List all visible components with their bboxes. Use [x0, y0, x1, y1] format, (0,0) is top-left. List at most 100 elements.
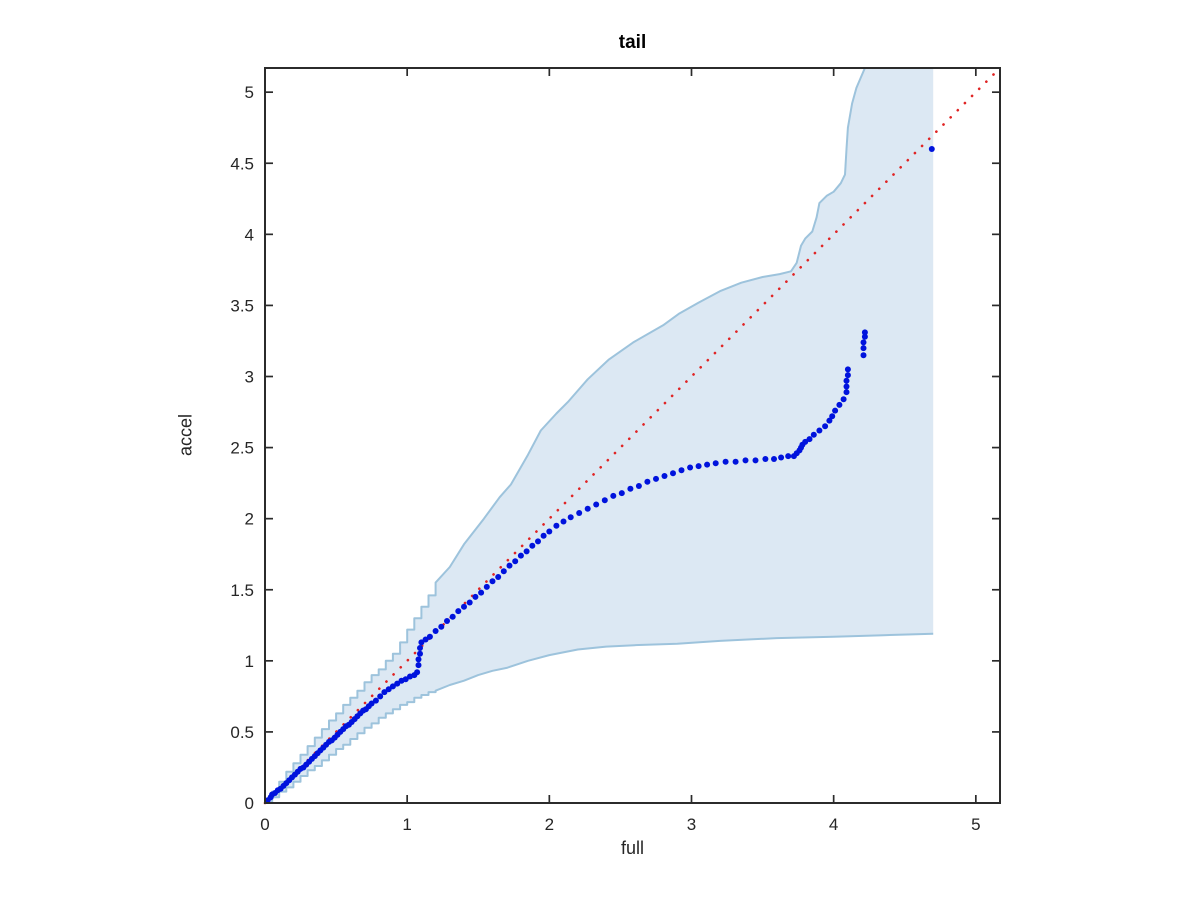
- qq-point: [372, 697, 379, 704]
- qq-points-layer: [264, 146, 935, 804]
- qq-point: [576, 510, 583, 516]
- qq-point: [826, 417, 833, 424]
- qq-point: [466, 599, 473, 606]
- qq-point: [444, 618, 450, 624]
- qq-point: [618, 490, 625, 497]
- qq-point: [500, 568, 507, 575]
- confidence-band-upper-edge: [265, 67, 866, 804]
- qq-point: [861, 333, 868, 340]
- qq-point: [389, 683, 396, 690]
- x-tick-label: 5: [971, 815, 980, 834]
- qq-point: [678, 467, 685, 474]
- y-tick-label: 5: [245, 83, 254, 102]
- qq-point: [732, 458, 739, 465]
- y-tick-label: 4.5: [230, 154, 254, 173]
- qq-point: [627, 485, 634, 492]
- confidence-band-fill: [265, 68, 934, 803]
- qq-point: [529, 542, 536, 549]
- qq-point: [517, 552, 524, 559]
- qq-point: [860, 345, 867, 352]
- qq-point: [422, 636, 429, 643]
- qq-point: [635, 483, 642, 489]
- qq-point: [414, 669, 421, 676]
- qq-point: [840, 396, 847, 403]
- x-tick-label: 2: [545, 815, 554, 834]
- qq-point: [802, 438, 809, 445]
- qq-point: [418, 639, 425, 646]
- qq-point: [832, 407, 839, 414]
- y-tick-label: 2.5: [230, 439, 254, 458]
- qq-point: [644, 478, 651, 485]
- qq-point: [455, 608, 462, 615]
- qq-point: [704, 461, 711, 468]
- qq-point: [695, 463, 702, 470]
- qq-point: [810, 431, 817, 438]
- y-tick-label: 3.5: [230, 296, 254, 315]
- qq-point: [489, 578, 496, 585]
- y-tick-label: 2: [245, 510, 254, 529]
- qq-point: [844, 372, 851, 379]
- y-tick-label: 1.5: [230, 581, 254, 600]
- qq-point: [553, 522, 560, 529]
- qq-point: [843, 383, 850, 390]
- qq-point: [535, 538, 541, 545]
- qq-point: [822, 423, 829, 430]
- qq-point: [860, 339, 867, 346]
- qq-point: [816, 427, 823, 434]
- qq-point: [417, 650, 423, 657]
- qq-point: [742, 457, 749, 464]
- qq-point: [461, 603, 467, 610]
- qq-point: [560, 518, 567, 525]
- y-tick-label: 3: [245, 368, 254, 387]
- qq-point: [762, 456, 769, 462]
- qq-point: [844, 366, 851, 373]
- y-tick-label: 0: [245, 794, 254, 813]
- qq-point: [438, 623, 445, 630]
- qq-point: [785, 453, 792, 460]
- qq-point: [661, 473, 668, 479]
- qq-point: [836, 401, 843, 408]
- qq-point: [843, 377, 850, 384]
- confidence-band-lower-edge: [265, 632, 934, 804]
- qq-point: [670, 470, 676, 477]
- qq-point: [653, 475, 659, 482]
- qq-point: [601, 497, 608, 504]
- qq-point: [432, 628, 439, 634]
- qq-point: [483, 583, 490, 590]
- y-tick-label: 1: [245, 652, 254, 671]
- qq-point: [712, 460, 719, 467]
- qq-point: [402, 676, 409, 683]
- chart-title: tail: [618, 32, 647, 53]
- qq-point: [426, 633, 433, 640]
- qq-point: [415, 662, 422, 669]
- qq-point: [385, 686, 392, 693]
- qq-point: [861, 329, 868, 336]
- qq-point: [843, 389, 850, 396]
- qq-point: [415, 656, 422, 663]
- qq-point: [512, 558, 519, 565]
- qq-point: [506, 562, 513, 569]
- qq-point: [377, 693, 384, 700]
- qq-point: [495, 574, 502, 580]
- qq-point: [752, 457, 759, 464]
- plot-border: [264, 67, 1001, 804]
- qq-point: [593, 501, 600, 508]
- qq-point: [478, 589, 485, 596]
- qq-point: [928, 146, 935, 152]
- qq-point: [687, 464, 694, 471]
- qq-point: [381, 689, 388, 696]
- x-tick-label: 1: [402, 815, 411, 834]
- qq-point: [567, 514, 574, 521]
- qq-point: [417, 645, 423, 651]
- qq-point: [449, 613, 456, 620]
- x-tick-label: 4: [829, 815, 838, 834]
- qq-point: [523, 548, 530, 555]
- qq-point: [368, 700, 375, 707]
- qq-point: [778, 454, 785, 461]
- y-tick-label: 0.5: [230, 723, 254, 742]
- y-tick-label: 4: [245, 225, 254, 244]
- x-tick-label: 3: [687, 815, 696, 834]
- axis-label-y: accel: [175, 413, 196, 457]
